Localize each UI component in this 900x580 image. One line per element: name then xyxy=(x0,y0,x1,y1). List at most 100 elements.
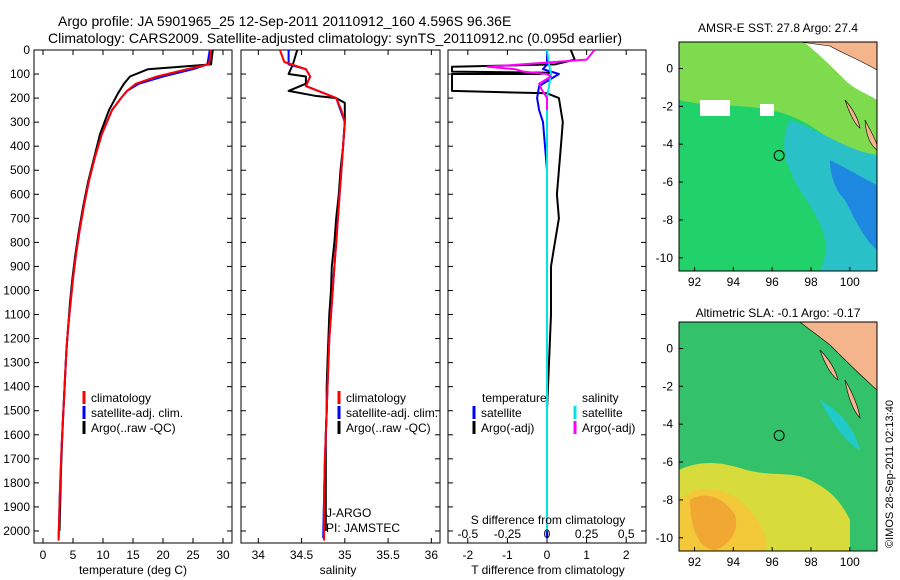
legend-label-temp-satellite: satellite xyxy=(481,406,522,420)
series-line-salinity-argo-adj xyxy=(486,49,596,111)
x-tick-label: 98 xyxy=(804,555,818,569)
y-tick-label: 1200 xyxy=(3,332,30,346)
header-line-2: Climatology: CARS2009. Satellite-adjuste… xyxy=(48,30,622,46)
s-difference-tick-label: 0.25 xyxy=(575,527,599,541)
legend-label-argo: Argo(..raw -QC) xyxy=(346,421,431,435)
legend-label-sal-argo: Argo(-adj) xyxy=(582,421,635,435)
sst-map-field xyxy=(679,42,877,271)
y-tick-label: 800 xyxy=(10,235,30,249)
series-line-salinity-satellite xyxy=(546,49,552,531)
s-difference-tick-label: -0.25 xyxy=(494,527,522,541)
sla-map-axes: 92 94 96 98 100 0 -2 -4 -6 -8 -10 xyxy=(656,341,860,569)
y-tick-label: -8 xyxy=(662,493,673,507)
x-tick-label: -1 xyxy=(502,548,513,562)
y-tick-label: 900 xyxy=(10,259,30,273)
x-tick-label: 34.5 xyxy=(290,548,314,562)
temperature-legend: climatology satellite-adj. clim. Argo(..… xyxy=(82,391,183,435)
legend-label-satellite: satellite-adj. clim. xyxy=(346,406,438,420)
legend-label-climatology: climatology xyxy=(346,391,406,405)
sst-cloud-gap xyxy=(700,100,730,116)
sst-map-title: AMSR-E SST: 27.8 Argo: 27.4 xyxy=(698,21,858,35)
x-tick-label: 0 xyxy=(40,548,47,562)
legend-label-satellite: satellite-adj. clim. xyxy=(91,406,183,420)
y-tick-label: 300 xyxy=(10,115,30,129)
x-tick-label: 10 xyxy=(96,548,110,562)
legend-label-climatology: climatology xyxy=(91,391,151,405)
island-shape xyxy=(844,99,861,129)
s-difference-tick-label: -0.5 xyxy=(457,527,478,541)
y-tick-label: 700 xyxy=(10,211,30,225)
difference-x-axis: -2 -1 0 1 2 xyxy=(448,49,646,562)
sla-low-region xyxy=(820,400,860,450)
float-pi-label: PI: JAMSTEC xyxy=(326,521,400,535)
x-tick-label: 1 xyxy=(583,548,590,562)
y-tick-label: 0 xyxy=(666,61,673,75)
y-tick-label: 0 xyxy=(23,43,30,57)
y-tick-label: 0 xyxy=(666,341,673,355)
y-tick-label: 1500 xyxy=(3,404,30,418)
y-tick-label: -2 xyxy=(662,99,673,113)
temperature-x-label: temperature (deg C) xyxy=(79,563,187,577)
y-tick-label: -2 xyxy=(662,379,673,393)
header-line-1: Argo profile: JA 5901965_25 12-Sep-2011 … xyxy=(58,13,511,29)
y-tick-label: -6 xyxy=(662,455,673,469)
x-tick-label: 2 xyxy=(623,548,630,562)
x-tick-label: 30 xyxy=(216,548,230,562)
temperature-plot-frame xyxy=(33,49,233,544)
y-tick-label: 600 xyxy=(10,187,30,201)
legend-label-sal-satellite: satellite xyxy=(582,406,623,420)
salinity-series xyxy=(278,49,346,541)
t-difference-label: T difference from climatology xyxy=(471,563,625,577)
y-tick-label: 2000 xyxy=(3,524,30,538)
x-tick-label: 5 xyxy=(70,548,77,562)
y-tick-label: 1400 xyxy=(3,380,30,394)
s-difference-label: S difference from climatology xyxy=(471,513,626,527)
series-line-climatology xyxy=(278,49,346,541)
island-shape xyxy=(844,379,861,419)
x-tick-label: -2 xyxy=(462,548,473,562)
salinity-plot-frame xyxy=(240,49,441,544)
sst-map-axes: 92 94 96 98 100 0 -2 -4 -6 -8 -10 xyxy=(656,61,860,289)
x-tick-label: 100 xyxy=(840,275,860,289)
y-tick-label: 1800 xyxy=(3,476,30,490)
x-tick-label: 98 xyxy=(804,275,818,289)
sst-cold-region xyxy=(830,160,877,250)
temperature-series xyxy=(57,49,214,541)
temperature-panel: 0100200300400500600700800900100011001200… xyxy=(3,43,233,577)
x-tick-label: 94 xyxy=(727,555,741,569)
y-tick-label: 200 xyxy=(10,91,30,105)
sst-map-frame xyxy=(678,41,878,272)
credit-text: ©IMOS 28-Sep-2011 02:13:40 xyxy=(884,400,896,548)
sla-map-title: Altimetric SLA: -0.1 Argo: -0.17 xyxy=(696,306,861,320)
difference-series xyxy=(451,49,596,539)
float-program-label: J-ARGO xyxy=(326,506,371,520)
y-tick-label: 1600 xyxy=(3,428,30,442)
y-tick-label: 400 xyxy=(10,139,30,153)
x-tick-label: 20 xyxy=(156,548,170,562)
sst-cloud-gap xyxy=(760,104,774,116)
y-tick-label: 1100 xyxy=(4,308,30,322)
argo-position-marker xyxy=(773,429,785,441)
island-shape xyxy=(864,119,877,151)
legend-header-temperature: temperature xyxy=(482,391,547,405)
difference-panel: -2 -1 0 1 2 temperature salinity satellite A… xyxy=(447,49,647,577)
x-tick-label: 15 xyxy=(126,548,140,562)
y-tick-label: -4 xyxy=(662,417,673,431)
x-tick-label: 35 xyxy=(338,548,352,562)
x-tick-label: 92 xyxy=(688,555,702,569)
sla-map-frame xyxy=(678,321,878,552)
s-difference-tick-labels: -0.5 -0.25 0 0.25 0.5 xyxy=(457,527,634,541)
sla-peak-region xyxy=(690,495,737,550)
sst-cool-region xyxy=(784,120,877,271)
legend-header-salinity: salinity xyxy=(582,391,619,405)
y-tick-label: -6 xyxy=(662,175,673,189)
legend-label-temp-argo: Argo(-adj) xyxy=(481,421,534,435)
x-tick-label: 34 xyxy=(252,548,266,562)
x-tick-label: 96 xyxy=(765,555,779,569)
y-tick-label: 100 xyxy=(10,67,30,81)
series-line-climatology xyxy=(57,49,212,541)
temperature-x-axis: 0 5 10 15 20 25 30 xyxy=(34,49,232,562)
island-shape xyxy=(819,349,839,381)
y-tick-label: 1700 xyxy=(3,452,30,466)
